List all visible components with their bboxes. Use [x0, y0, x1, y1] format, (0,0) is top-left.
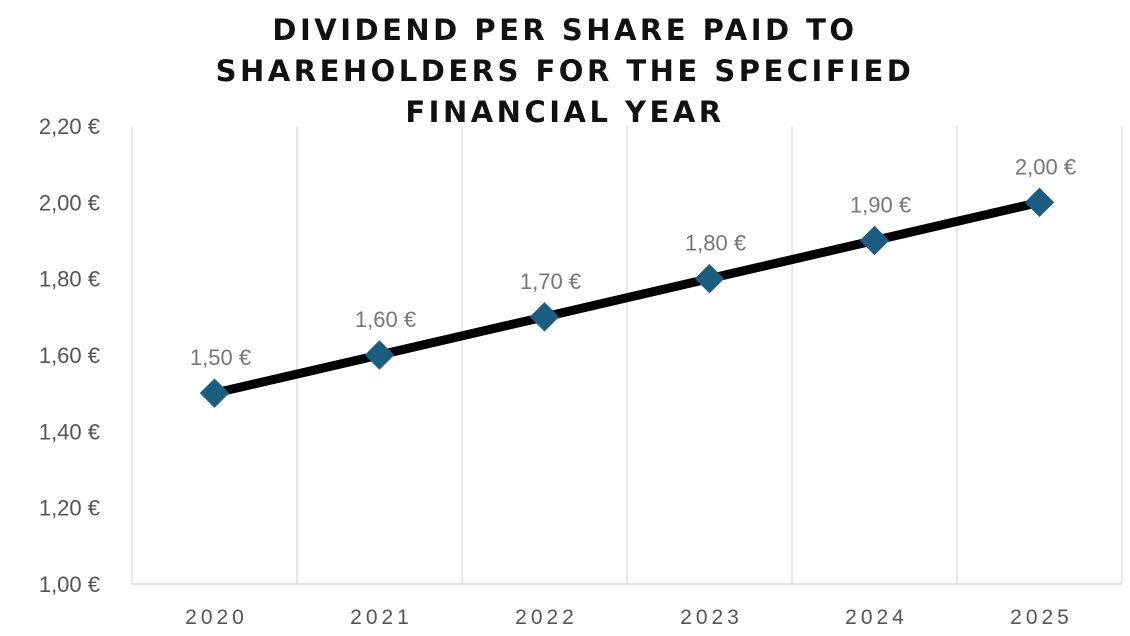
data-point-marker	[199, 378, 230, 408]
series-markers	[199, 187, 1055, 408]
y-tick-label: 2,20 €	[39, 114, 100, 139]
data-labels: 1,50 € 1,60 € 1,70 € 1,80 € 1,90 € 2,00 €	[190, 154, 1076, 370]
chart-title-line: DIVIDEND PER SHARE PAID TO	[272, 13, 858, 47]
axes	[131, 126, 1123, 585]
x-tick-label: 2023	[680, 606, 743, 629]
x-axis-tick-labels: 2020 2021 2022 2023 2024 2025	[185, 606, 1073, 629]
y-tick-label: 2,00 €	[39, 190, 100, 215]
data-point-marker	[1024, 187, 1055, 218]
data-label: 1,70 €	[520, 269, 581, 294]
x-tick-label: 2021	[350, 606, 413, 629]
chart-title: DIVIDEND PER SHARE PAID TO SHAREHOLDERS …	[0, 10, 1130, 133]
x-tick-label: 2025	[1010, 606, 1073, 629]
data-label: 1,90 €	[850, 193, 911, 218]
data-point-marker	[529, 302, 560, 332]
y-tick-label: 1,00 €	[39, 572, 100, 597]
series-line	[210, 197, 1044, 398]
y-tick-label: 1,60 €	[39, 343, 100, 368]
data-label: 1,80 €	[685, 231, 746, 256]
y-tick-label: 1,20 €	[39, 496, 100, 521]
data-point-marker	[859, 225, 890, 256]
data-point-marker	[694, 263, 725, 294]
data-point-marker	[364, 340, 395, 370]
data-label: 1,60 €	[355, 307, 416, 332]
x-tick-label: 2022	[515, 606, 578, 629]
y-axis-tick-labels: 1,00 € 1,20 € 1,40 € 1,60 € 1,80 € 2,00 € 2,20…	[39, 114, 100, 597]
chart-title-line: FINANCIAL YEAR	[405, 95, 725, 129]
chart-title-line: SHAREHOLDERS FOR THE SPECIFIED	[215, 54, 915, 88]
x-tick-label: 2020	[185, 606, 248, 629]
series-line	[210, 197, 1044, 398]
y-tick-label: 1,80 €	[39, 267, 100, 292]
data-label: 2,00 €	[1015, 154, 1076, 179]
gridlines	[296, 126, 958, 584]
y-tick-label: 1,40 €	[39, 419, 100, 444]
x-tick-label: 2024	[845, 606, 908, 629]
data-label: 1,50 €	[190, 345, 251, 370]
